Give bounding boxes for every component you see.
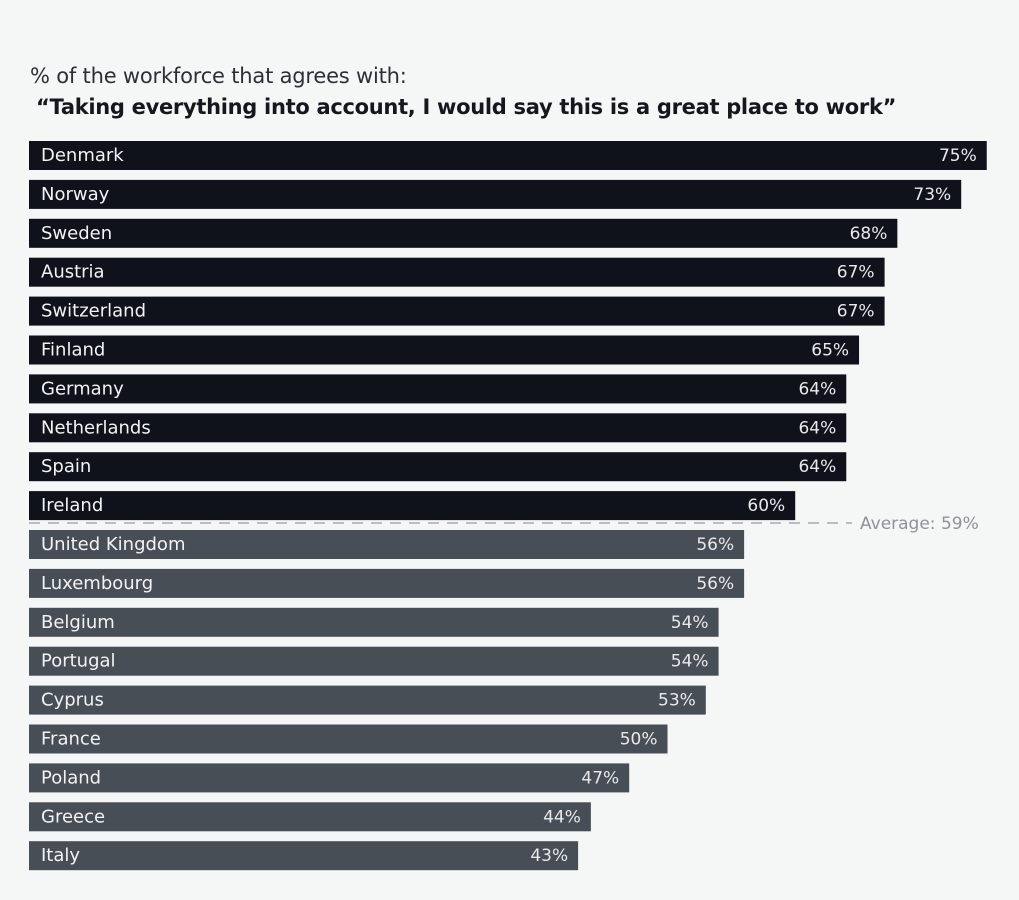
category-label: Austria [41,262,105,283]
bar [29,568,745,598]
category-label: Switzerland [41,301,146,322]
bar [29,452,847,482]
value-label: 43% [530,846,568,866]
bar-group: Belgium 54% [29,607,719,637]
value-label: 47% [581,768,619,788]
bar-group: France 50% [29,724,668,754]
value-label: 67% [837,302,875,322]
category-label: Italy [41,845,80,866]
category-label: Germany [41,378,124,399]
value-label: 60% [747,496,785,516]
category-label: Belgium [41,612,115,633]
category-label: Spain [41,456,91,477]
bar [29,296,885,326]
value-label: 44% [543,807,581,827]
value-label: 54% [671,613,709,633]
value-label: 50% [620,730,658,750]
category-label: United Kingdom [41,534,185,555]
bar [29,413,847,443]
bar-group: Portugal 54% [29,646,719,676]
bar-group: Denmark 75% [29,141,987,170]
category-label: Finland [41,340,105,361]
bar [29,724,668,754]
bar-group: Netherlands 64% [29,413,847,443]
bar [29,607,719,637]
bar-group: Italy 43% [29,841,579,871]
category-label: Cyprus [41,690,104,711]
category-label: Greece [41,806,105,827]
bar-group: Sweden 68% [29,218,898,248]
bar [29,530,745,559]
value-label: 56% [696,535,734,555]
category-label: Sweden [41,223,112,244]
average-label: Average: 59% [860,514,979,534]
value-label: 53% [658,691,696,711]
bar [29,685,706,715]
bar-group: Spain 64% [29,452,847,482]
bar-group: Finland 65% [29,335,860,365]
value-label: 64% [798,418,836,438]
value-label: 65% [811,341,849,361]
bar-group: Cyprus 53% [29,685,706,715]
category-label: Denmark [41,145,124,166]
category-label: Portugal [41,651,116,672]
bar-group: Germany 64% [29,374,847,404]
bar [29,374,847,404]
value-label: 67% [837,263,875,283]
value-label: 68% [850,224,888,244]
bar [29,646,719,676]
bar-group: Luxembourg 56% [29,568,745,598]
value-label: 64% [798,457,836,477]
bar [29,179,962,209]
bar-group: Norway 73% [29,179,962,209]
bar-group: Greece 44% [29,802,591,832]
value-label: 75% [939,146,977,166]
value-label: 73% [913,185,951,205]
bar [29,802,591,832]
bar [29,257,885,287]
bar-group: Austria 67% [29,257,885,287]
value-label: 54% [671,652,709,672]
bar [29,335,860,365]
chart-title: “Taking everything into account, I would… [36,95,897,119]
category-label: Ireland [41,495,103,516]
category-label: Poland [41,767,101,788]
value-label: 64% [798,379,836,399]
category-label: Norway [41,184,110,205]
bar-group: Ireland 60% [29,491,796,521]
value-label: 56% [696,574,734,594]
bar [29,141,987,170]
category-label: Netherlands [41,417,151,438]
bar [29,491,796,521]
category-label: France [41,729,101,750]
bar [29,841,579,871]
bar [29,218,898,248]
bar-group: Switzerland 67% [29,296,885,326]
bar-group: Poland 47% [29,763,630,793]
bar-group: United Kingdom 56% [29,530,745,559]
category-label: Luxembourg [41,573,153,594]
bar [29,763,630,793]
chart-subtitle: % of the workforce that agrees with: [30,64,407,88]
